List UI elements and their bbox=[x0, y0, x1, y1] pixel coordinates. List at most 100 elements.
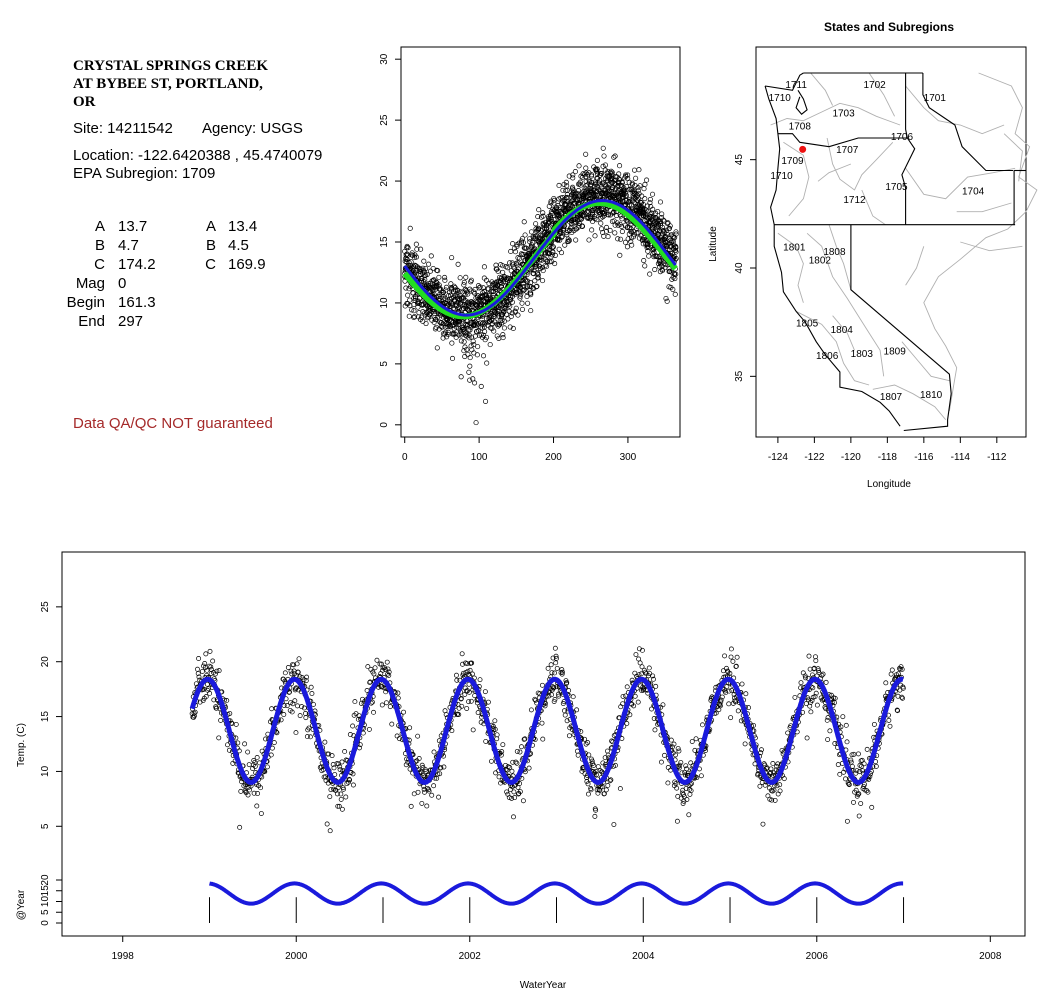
doy-point bbox=[428, 284, 434, 291]
ts-point bbox=[726, 688, 732, 694]
ts-point bbox=[350, 782, 356, 788]
region-label: 1810 bbox=[920, 390, 943, 401]
ts-point bbox=[678, 795, 684, 801]
ts-point bbox=[814, 702, 820, 708]
doy-point bbox=[547, 259, 553, 265]
doy-point bbox=[654, 218, 660, 224]
doy-point bbox=[422, 312, 428, 318]
region-label: 1703 bbox=[832, 108, 855, 119]
ts-point bbox=[688, 760, 694, 766]
doy-point bbox=[424, 309, 430, 316]
ts-point bbox=[506, 795, 512, 800]
doy-point bbox=[575, 188, 582, 194]
ts-point bbox=[299, 704, 305, 710]
ts-point bbox=[728, 654, 734, 660]
ts-point bbox=[245, 792, 251, 798]
doy-point bbox=[465, 351, 471, 357]
ts-point bbox=[804, 735, 810, 741]
ts-point bbox=[774, 783, 780, 789]
doy-point bbox=[668, 284, 674, 290]
ts-point bbox=[202, 661, 208, 666]
doy-point bbox=[500, 335, 506, 341]
ts-point bbox=[694, 775, 700, 781]
doy-point bbox=[614, 220, 620, 226]
doy-point bbox=[513, 290, 520, 296]
doy-point bbox=[623, 172, 629, 178]
doy-point bbox=[656, 253, 662, 259]
doy-point bbox=[463, 305, 469, 311]
doy-point bbox=[515, 266, 521, 272]
doy-point bbox=[664, 238, 670, 244]
ts-point bbox=[650, 676, 656, 682]
doy-point bbox=[420, 265, 426, 271]
ts-point bbox=[591, 762, 597, 768]
subregion-boundary bbox=[868, 72, 896, 117]
doy-point bbox=[423, 320, 429, 327]
ts-point bbox=[254, 755, 260, 760]
map-xtick-label: -122 bbox=[804, 452, 824, 463]
ts-point bbox=[552, 670, 558, 676]
param-value-2: 4.5 bbox=[228, 237, 249, 254]
doy-point bbox=[651, 222, 657, 228]
ts-point bbox=[431, 749, 437, 755]
doy-point bbox=[471, 289, 477, 295]
map-xtick-label: -116 bbox=[914, 452, 934, 463]
ts-point bbox=[242, 741, 248, 747]
doy-point bbox=[632, 182, 638, 189]
ts-point bbox=[683, 786, 689, 791]
ts-point bbox=[812, 694, 818, 699]
doy-point bbox=[586, 237, 592, 243]
ts-point bbox=[665, 765, 671, 770]
ts-point bbox=[855, 792, 861, 797]
ts-point bbox=[212, 671, 218, 677]
doy-point bbox=[515, 255, 521, 261]
ts-point bbox=[900, 695, 905, 701]
doy-point bbox=[647, 196, 653, 203]
ts-point bbox=[883, 680, 889, 686]
ts-point bbox=[777, 782, 783, 788]
puget-sound bbox=[795, 90, 808, 115]
subregion-boundary bbox=[901, 341, 950, 382]
doy-point bbox=[521, 219, 527, 225]
doy-point bbox=[670, 234, 676, 240]
ts-point bbox=[551, 684, 557, 690]
param-label: End bbox=[78, 313, 105, 330]
ts-point bbox=[638, 671, 644, 677]
ts-point bbox=[768, 766, 774, 772]
param-label: Begin bbox=[67, 294, 105, 311]
ts-point bbox=[658, 759, 664, 765]
doy-point bbox=[586, 209, 592, 215]
doy-point bbox=[622, 239, 629, 245]
ts-point bbox=[800, 670, 806, 676]
ts-point bbox=[470, 727, 476, 733]
disclaimer: Data QA/QC NOT guaranteed bbox=[73, 415, 273, 432]
doy-point bbox=[527, 239, 533, 245]
ts-yearly-panel bbox=[208, 881, 905, 923]
timeseries-plot: 1998 2000 2002 2004 2006 20085101520250510152… bbox=[16, 551, 1026, 991]
ts-point bbox=[700, 722, 705, 728]
doy-point bbox=[458, 338, 464, 344]
doy-point bbox=[579, 223, 585, 229]
doy-point bbox=[406, 286, 412, 292]
doy-point bbox=[467, 363, 473, 369]
doy-point bbox=[572, 216, 578, 222]
doy-point bbox=[658, 223, 664, 229]
ts-point bbox=[539, 720, 545, 726]
ts-point bbox=[777, 788, 783, 794]
doy-xtick-label: 0 bbox=[402, 452, 408, 463]
ts-point bbox=[203, 694, 209, 700]
param-value: 161.3 bbox=[118, 294, 156, 311]
doy-point bbox=[547, 212, 553, 219]
doy-point bbox=[499, 281, 505, 287]
doy-point bbox=[558, 250, 565, 256]
doy-point bbox=[549, 252, 555, 258]
doy-point bbox=[604, 209, 610, 215]
doy-point bbox=[591, 184, 597, 190]
doy-point bbox=[623, 217, 629, 223]
ts-xtick-label: 2004 bbox=[632, 951, 655, 962]
ts-point bbox=[688, 788, 694, 794]
doy-point bbox=[559, 200, 565, 206]
doy-point bbox=[465, 321, 471, 327]
ts-point bbox=[861, 761, 867, 767]
ts-point bbox=[600, 784, 605, 790]
